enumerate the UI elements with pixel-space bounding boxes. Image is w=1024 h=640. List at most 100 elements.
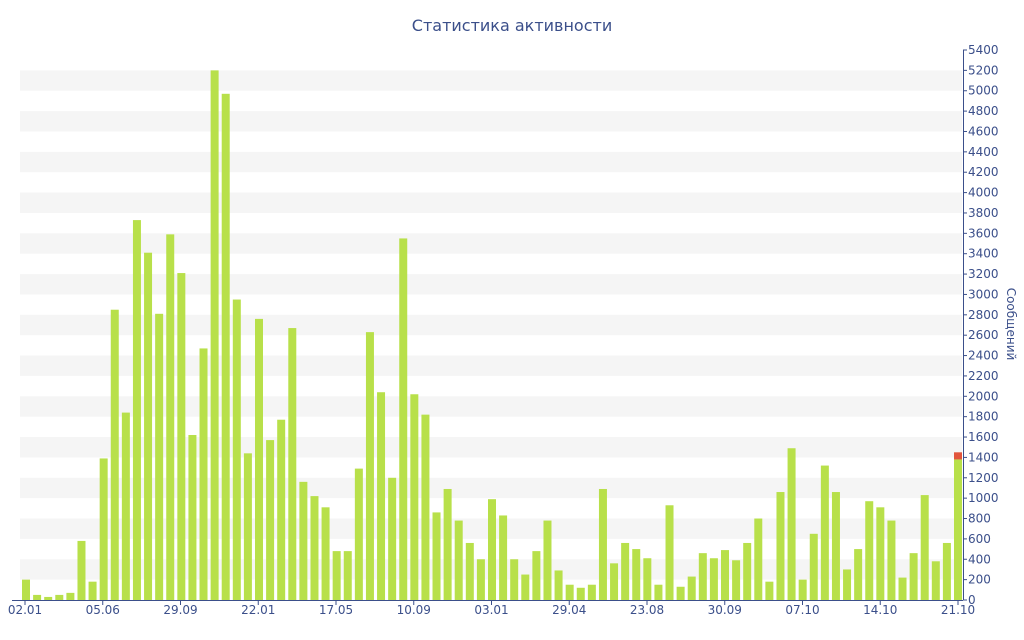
bar[interactable] (532, 551, 541, 600)
bar[interactable] (831, 492, 840, 600)
bar[interactable] (88, 581, 97, 600)
bar[interactable] (732, 560, 741, 600)
bar[interactable] (598, 488, 607, 600)
bar[interactable] (765, 581, 774, 600)
bar[interactable] (410, 394, 419, 600)
bar[interactable] (887, 520, 896, 600)
bar[interactable] (676, 586, 685, 600)
bar[interactable] (44, 596, 53, 600)
bar[interactable] (144, 252, 153, 600)
bar[interactable] (66, 592, 75, 600)
bar[interactable] (277, 419, 286, 600)
bar[interactable] (354, 468, 363, 600)
bar[interactable] (166, 234, 175, 600)
x-tick-label: 07.10 (785, 603, 819, 617)
bar[interactable] (776, 492, 785, 600)
bar[interactable] (266, 440, 275, 600)
bar[interactable] (954, 459, 962, 600)
bar[interactable] (99, 458, 108, 600)
bar[interactable] (377, 392, 386, 600)
bar[interactable] (255, 318, 263, 600)
bar[interactable] (809, 533, 818, 600)
bar[interactable] (510, 559, 519, 600)
bar[interactable] (388, 477, 397, 600)
bar[interactable] (843, 569, 852, 600)
bar[interactable] (865, 501, 874, 600)
bar[interactable] (221, 93, 230, 601)
bar[interactable] (787, 448, 796, 600)
bar[interactable] (232, 299, 241, 600)
bar[interactable] (210, 70, 219, 601)
bar[interactable] (121, 412, 130, 600)
bar[interactable] (365, 332, 374, 600)
bar[interactable] (610, 563, 619, 600)
bar[interactable] (132, 220, 141, 600)
y-axis-label: Сообщений (1004, 288, 1018, 361)
bar[interactable] (654, 584, 663, 600)
y-tick-label: 200 (968, 573, 991, 587)
y-tick-label: 0 (968, 593, 976, 607)
bar[interactable] (243, 453, 252, 600)
y-tick-label: 3400 (968, 247, 999, 261)
bar[interactable] (942, 542, 951, 600)
y-tick-label: 5400 (968, 43, 999, 57)
bar[interactable] (343, 551, 352, 600)
bar[interactable] (177, 273, 186, 600)
x-tick-label: 22.01 (241, 603, 275, 617)
bar[interactable] (920, 495, 929, 600)
bar[interactable] (299, 481, 308, 600)
bar[interactable] (332, 551, 341, 600)
x-axis: 02.01 05.06 29.09 22.01 17.05 10.09 03.01 29.04… (8, 600, 975, 617)
bar[interactable] (288, 328, 297, 600)
bar[interactable] (743, 542, 752, 600)
bar[interactable] (909, 553, 918, 600)
bar[interactable] (709, 558, 718, 600)
bar[interactable] (33, 594, 42, 600)
bar[interactable] (110, 309, 119, 600)
bar[interactable] (698, 553, 707, 600)
x-tick-label: 05.06 (86, 603, 120, 617)
bar[interactable] (454, 520, 463, 600)
bar[interactable] (465, 542, 474, 600)
bar[interactable] (820, 465, 829, 600)
bar[interactable] (188, 435, 197, 600)
bar[interactable] (587, 584, 596, 600)
bar[interactable] (687, 576, 696, 600)
bar[interactable] (55, 594, 64, 600)
bar-highlight-segment[interactable] (954, 452, 962, 460)
bar[interactable] (310, 496, 319, 600)
bar[interactable] (876, 507, 885, 600)
bar[interactable] (476, 559, 485, 600)
bar[interactable] (621, 542, 630, 600)
bar[interactable] (22, 579, 30, 600)
bar[interactable] (632, 549, 641, 600)
bar[interactable] (576, 587, 585, 600)
bar[interactable] (754, 518, 763, 600)
bar[interactable] (321, 507, 330, 600)
y-tick-label: 4400 (968, 145, 999, 159)
bar[interactable] (931, 561, 940, 600)
bar[interactable] (565, 584, 574, 600)
bar[interactable] (798, 579, 807, 600)
bar[interactable] (488, 499, 496, 600)
bar[interactable] (421, 414, 430, 600)
bar[interactable] (77, 540, 86, 600)
bar[interactable] (665, 505, 674, 600)
bar[interactable] (554, 570, 563, 600)
x-tick-label: 03.01 (474, 603, 508, 617)
grid-band (20, 274, 962, 295)
bar[interactable] (432, 512, 441, 600)
bar[interactable] (543, 520, 552, 600)
bar[interactable] (521, 574, 530, 600)
bar[interactable] (499, 515, 508, 600)
bar[interactable] (199, 348, 208, 600)
bar[interactable] (643, 558, 652, 600)
bar[interactable] (399, 238, 408, 600)
bar[interactable] (854, 549, 863, 600)
bar[interactable] (721, 550, 729, 600)
bars (22, 70, 962, 601)
bar[interactable] (155, 313, 164, 600)
bar[interactable] (898, 577, 907, 600)
bar[interactable] (443, 488, 452, 600)
grid-band (20, 70, 962, 91)
